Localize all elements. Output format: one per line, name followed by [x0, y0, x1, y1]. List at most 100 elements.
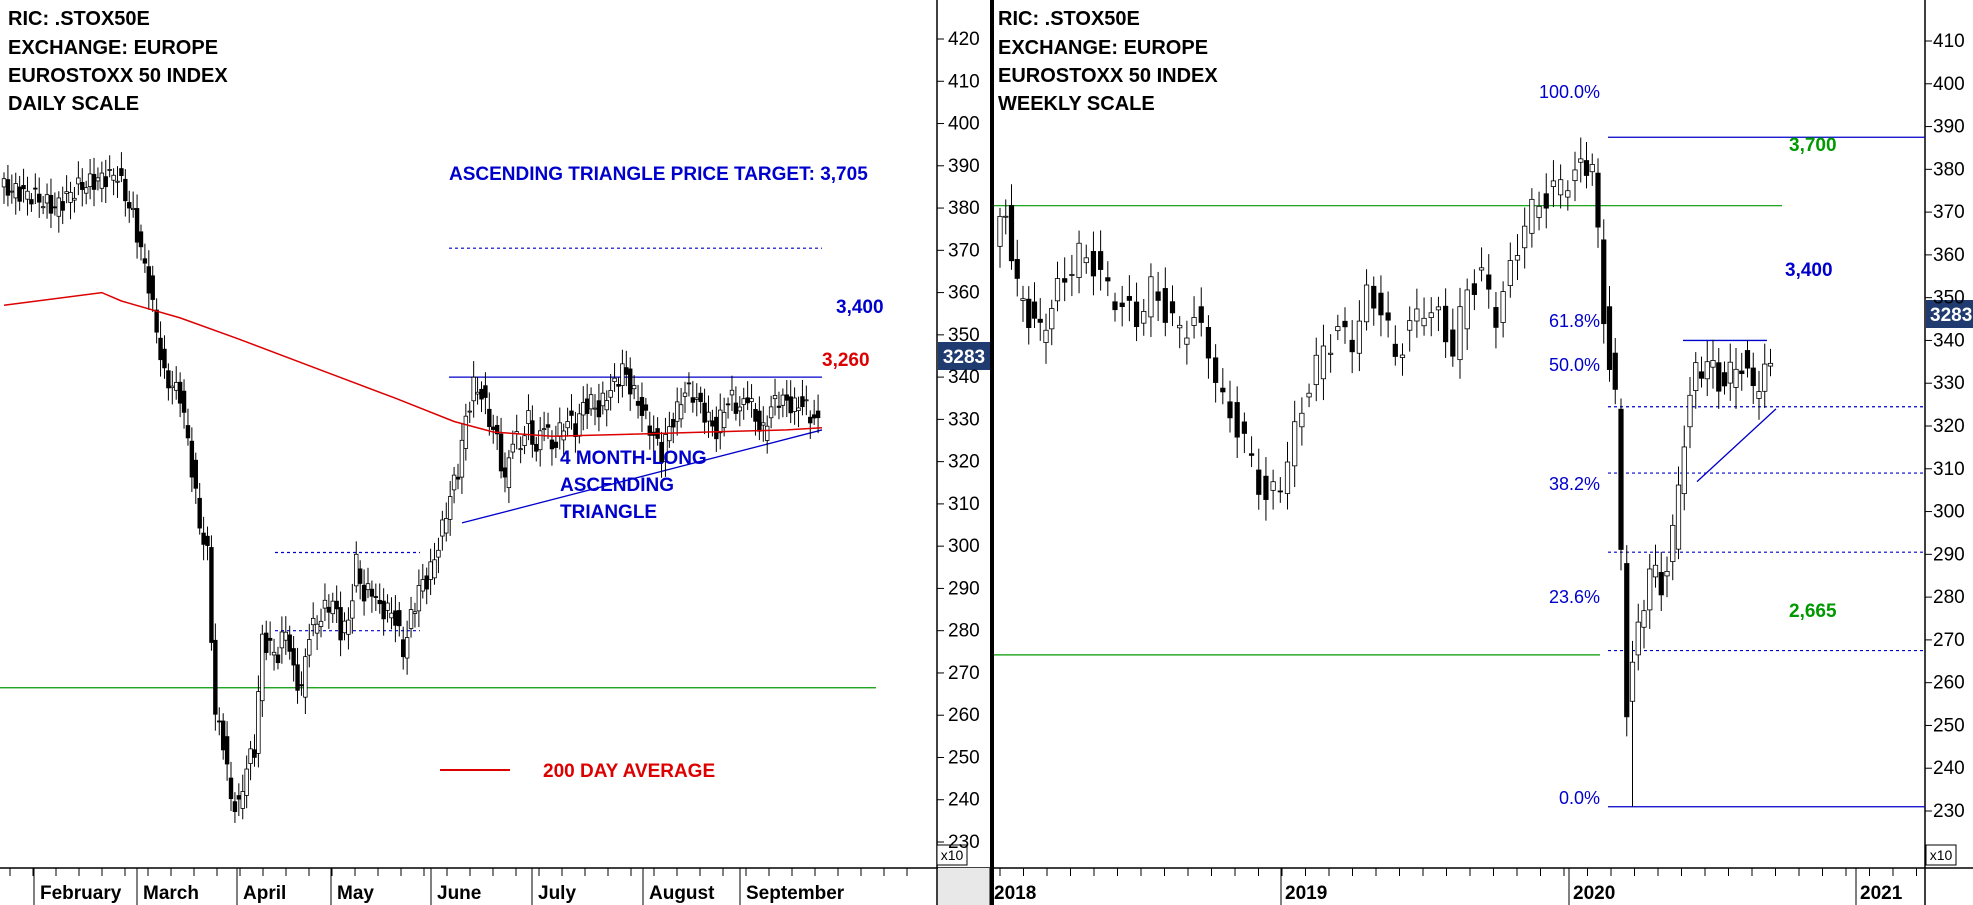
daily-candle-body	[444, 518, 449, 534]
right-y-tick-label: 410	[1933, 31, 1965, 52]
weekly-candle-body	[1220, 387, 1226, 393]
daily-candle-body	[377, 599, 382, 605]
daily-candle-body	[397, 610, 402, 627]
weekly-candle-body	[1733, 368, 1739, 388]
daily-candle-body	[146, 266, 152, 294]
daily-candle-body	[635, 400, 641, 406]
daily-candle-body	[279, 631, 285, 649]
daily-candle-body	[283, 631, 288, 641]
weekly-candle-body	[1583, 160, 1590, 176]
daily-candle-body	[800, 396, 805, 408]
weekly-candle-body	[1277, 490, 1283, 493]
weekly-candle-body	[997, 215, 1003, 247]
right-y-tick-label: 310	[1933, 459, 1965, 480]
daily-candle-body	[354, 553, 359, 587]
weekly-candle-body	[1414, 308, 1420, 322]
left-x-tick-label: July	[538, 883, 576, 904]
daily-candle-body	[142, 258, 148, 264]
left-y-tick-label: 250	[948, 747, 980, 768]
resistance-label-right: 3,400	[1785, 260, 1833, 281]
pattern-label-3: TRIANGLE	[560, 502, 657, 523]
daily-candle-body	[788, 396, 793, 414]
weekly-candle-body	[1003, 215, 1009, 218]
daily-candle-body	[29, 199, 34, 205]
weekly-candle-body	[1664, 570, 1670, 577]
daily-candle-body	[326, 606, 332, 613]
left-x-tick-label: February	[40, 883, 122, 904]
daily-candle-body	[174, 382, 179, 391]
left-y-tick-label: 260	[948, 705, 980, 726]
daily-candle-body	[291, 648, 296, 666]
daily-candle-body	[631, 385, 637, 390]
left-y-tick-label: 230	[948, 832, 980, 853]
daily-candle-body	[463, 415, 469, 449]
weekly-candle-body	[1428, 312, 1434, 318]
daily-candle-body	[804, 399, 809, 402]
fib-500: 50.0%	[1549, 355, 1600, 375]
left-axis-bg	[938, 0, 991, 905]
weekly-candle-body	[1098, 251, 1104, 270]
daily-candle-body	[557, 422, 562, 437]
weekly-candle-body	[1635, 621, 1641, 656]
weekly-candle-body	[1155, 291, 1161, 301]
daily-candle-body	[318, 620, 324, 627]
daily-candle-body	[170, 385, 175, 389]
weekly-candle-body	[1641, 610, 1647, 628]
fib-382: 38.2%	[1549, 474, 1600, 494]
left-y-tick-label: 300	[948, 536, 980, 557]
daily-candle-body	[60, 201, 65, 211]
daily-candle-body	[569, 410, 574, 416]
daily-candle-body	[768, 406, 774, 419]
daily-candle-body	[530, 420, 535, 445]
daily-candle-body	[217, 720, 222, 723]
weekly-candle-body	[1762, 363, 1768, 392]
target-label: ASCENDING TRIANGLE PRICE TARGET: 3,705	[449, 164, 868, 185]
weekly-candle-body	[1550, 180, 1557, 187]
daily-candle-body	[741, 398, 746, 405]
right-header: RIC: .STOX50E EXCHANGE: EUROPE EUROSTOXX…	[998, 8, 1218, 115]
daily-candle-body	[95, 177, 101, 182]
daily-candle-body	[549, 439, 555, 450]
weekly-candle-body	[1716, 362, 1722, 392]
daily-candle-body	[643, 404, 649, 411]
daily-candle-body	[776, 405, 782, 408]
left-x-tick-label: August	[649, 883, 715, 904]
weekly-candle-body	[1184, 337, 1190, 345]
right-y-tick-label: 330	[1933, 373, 1965, 394]
weekly-candle-body	[1306, 392, 1312, 398]
daily-candle-body	[224, 736, 230, 765]
daily-candle-body	[608, 390, 613, 398]
daily-candle-body	[702, 402, 707, 423]
weekly-candle-body	[1105, 277, 1111, 282]
daily-candle-body	[753, 408, 758, 422]
daily-candle-body	[244, 768, 249, 796]
weekly-candle-body	[1031, 301, 1038, 319]
weekly-candle-body	[1162, 288, 1168, 323]
weekly-candle-body	[1675, 484, 1682, 550]
triangle-support-right	[1696, 408, 1777, 483]
daily-candle-body	[710, 420, 715, 427]
daily-candle-body	[588, 394, 594, 410]
weekly-candle-body	[1435, 306, 1442, 311]
daily-candle-body	[130, 207, 136, 211]
ma-200-line	[3, 291, 823, 438]
daily-candle-body	[494, 424, 500, 435]
legend-ma-label: 200 DAY AVERAGE	[543, 761, 715, 782]
daily-candle-body	[373, 596, 379, 598]
daily-candle-body	[522, 435, 527, 446]
daily-candle-body	[99, 172, 105, 189]
fib-618: 61.8%	[1549, 311, 1600, 331]
daily-candle-body	[749, 398, 754, 403]
daily-candle-body	[256, 691, 261, 754]
daily-candle-body	[166, 370, 171, 389]
daily-candle-body	[154, 309, 159, 333]
daily-candle-body	[428, 561, 433, 580]
left-multiplier: x10	[941, 847, 964, 863]
daily-candle-body	[307, 639, 312, 656]
right-y-tick-label: 360	[1933, 245, 1965, 266]
daily-candle-body	[357, 568, 363, 584]
weekly-candle-body	[1169, 301, 1176, 314]
lower-green-label: 2,665	[1789, 601, 1837, 622]
daily-candle-body	[757, 410, 762, 432]
weekly-candle-body	[1647, 568, 1653, 611]
